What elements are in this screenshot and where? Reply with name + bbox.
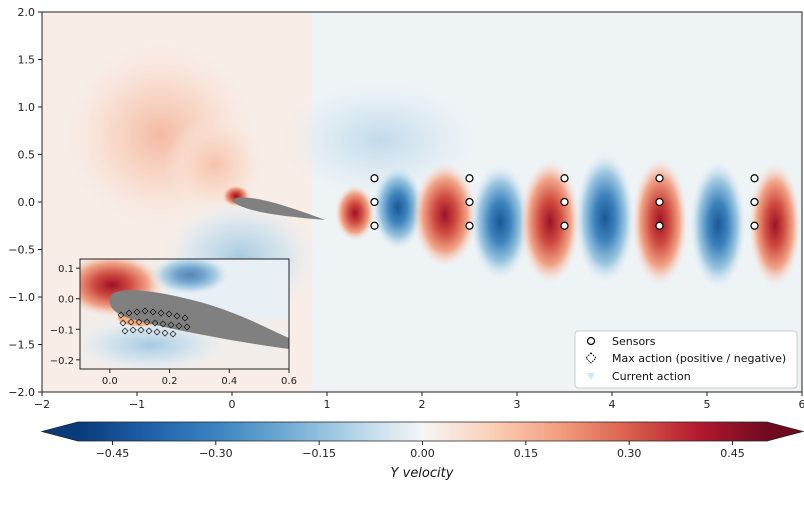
x-tick-label: 6 [799, 398, 804, 411]
colorbar-tick-label: 0.00 [410, 447, 435, 460]
airfoil [232, 197, 325, 220]
wake-vortex-3 [413, 163, 477, 267]
inset-x-tick-label: 0.2 [162, 376, 178, 387]
legend-current-action-marker [587, 373, 595, 380]
sensor-marker [560, 197, 569, 207]
sensor-marker [370, 197, 379, 207]
sensor-marker [560, 221, 569, 230]
y-tick-label: 1.0 [18, 101, 36, 114]
wake-vortex-1 [335, 185, 375, 241]
y-tick-label: 2.0 [18, 6, 36, 19]
inset-y-tick-label: 0.0 [58, 295, 74, 306]
inset-blue-ripples [150, 259, 230, 295]
y-tick-label: 0.0 [18, 196, 36, 209]
legend-max-action-label: Max action (positive / negative) [612, 352, 786, 365]
sensor-markers [370, 174, 759, 230]
sensor-marker [655, 221, 664, 230]
colorbar-tick-label: 0.45 [720, 447, 745, 460]
legend: Sensors Max action (positive / negative)… [574, 330, 798, 389]
colorbar-min-extend [42, 422, 78, 441]
colorbar-tick-label: 0.30 [617, 447, 642, 460]
y-tick-label: −0.5 [8, 244, 35, 257]
y-tick-label: 0.5 [18, 149, 36, 162]
wake-vortex-2 [372, 166, 424, 250]
colorbar-max-extend [767, 422, 803, 441]
inset-airfoil [109, 290, 289, 349]
x-tick-label: 2 [419, 398, 426, 411]
sensor-marker [560, 174, 569, 183]
y-tick-label: 1.5 [18, 54, 36, 67]
legend-box [574, 330, 798, 389]
x-axis-ticks: −2 −1 0 1 2 3 4 5 6 [34, 392, 804, 411]
colorbar-tick-label: 0.15 [514, 447, 539, 460]
x-tick-label: 4 [609, 398, 616, 411]
sensor-marker [465, 197, 474, 207]
y-axis-ticks: 2.0 1.5 1.0 0.5 0.0 −0.5 −1.0 −1.5 −2.0 [8, 6, 42, 399]
x-tick-label: 1 [324, 398, 331, 411]
inset-x-tick-label: 0.0 [102, 376, 118, 387]
x-tick-label: 3 [514, 398, 521, 411]
sensor-marker [750, 197, 759, 207]
colorbar-tick-label: −0.15 [302, 447, 336, 460]
colorbar-tick-label: −0.45 [96, 447, 130, 460]
inset-frame [79, 258, 290, 370]
wake-vortex-6 [575, 152, 635, 284]
inset-x-tick-label: 0.4 [221, 376, 237, 387]
inset-field [80, 259, 289, 369]
x-tick-label: 0 [229, 398, 236, 411]
sensor-marker [465, 174, 474, 183]
sensor-marker [750, 221, 759, 230]
x-tick-label: 5 [704, 398, 711, 411]
x-tick-label: −2 [34, 398, 50, 411]
colorbar-gradient [78, 422, 767, 441]
y-tick-label: −1.0 [8, 291, 35, 304]
colorbar-label: Y velocity [391, 466, 454, 481]
inset-y-axis-ticks: 0.1 0.0 −0.1 −0.2 [50, 264, 80, 367]
wake-vortex-4 [470, 164, 530, 280]
wake-vortex-5 [520, 160, 580, 284]
colorbar-outline [40, 421, 804, 442]
inset-y-tick-label: −0.1 [50, 325, 74, 336]
legend-current-action-label: Current action [612, 370, 691, 383]
inset-y-tick-label: −0.2 [50, 356, 74, 367]
inset-axes: 0.0 0.2 0.4 0.6 0.1 0.0 −0.1 −0.2 [50, 258, 297, 387]
y-tick-label: −2.0 [8, 386, 35, 399]
inset-x-tick-label: 0.6 [281, 376, 297, 387]
sensor-marker [655, 174, 664, 183]
legend-sensors-label: Sensors [612, 335, 656, 348]
legend-sensor-marker [586, 336, 596, 346]
sensor-marker [750, 174, 759, 183]
colorbar: −0.45 −0.30 −0.15 0.00 0.15 0.30 0.45 Y veloci… [40, 421, 804, 481]
colorbar-tick-label: −0.30 [199, 447, 233, 460]
wake-vortex-9 [749, 163, 801, 287]
inset-y-tick-label: 0.1 [58, 264, 74, 275]
sensor-marker [370, 221, 379, 230]
legend-max-action-marker [585, 352, 597, 364]
wake-vortex-8 [690, 161, 746, 289]
inset-x-axis-ticks: 0.0 0.2 0.4 0.6 [102, 369, 297, 387]
sensor-marker [465, 221, 474, 230]
sensor-marker [370, 174, 379, 183]
y-tick-label: −1.5 [8, 339, 35, 352]
x-tick-label: −1 [129, 398, 145, 411]
inset-max-action-markers [117, 307, 191, 338]
sensor-marker [655, 197, 664, 207]
colorbar-ticks: −0.45 −0.30 −0.15 0.00 0.15 0.30 0.45 [96, 441, 745, 460]
